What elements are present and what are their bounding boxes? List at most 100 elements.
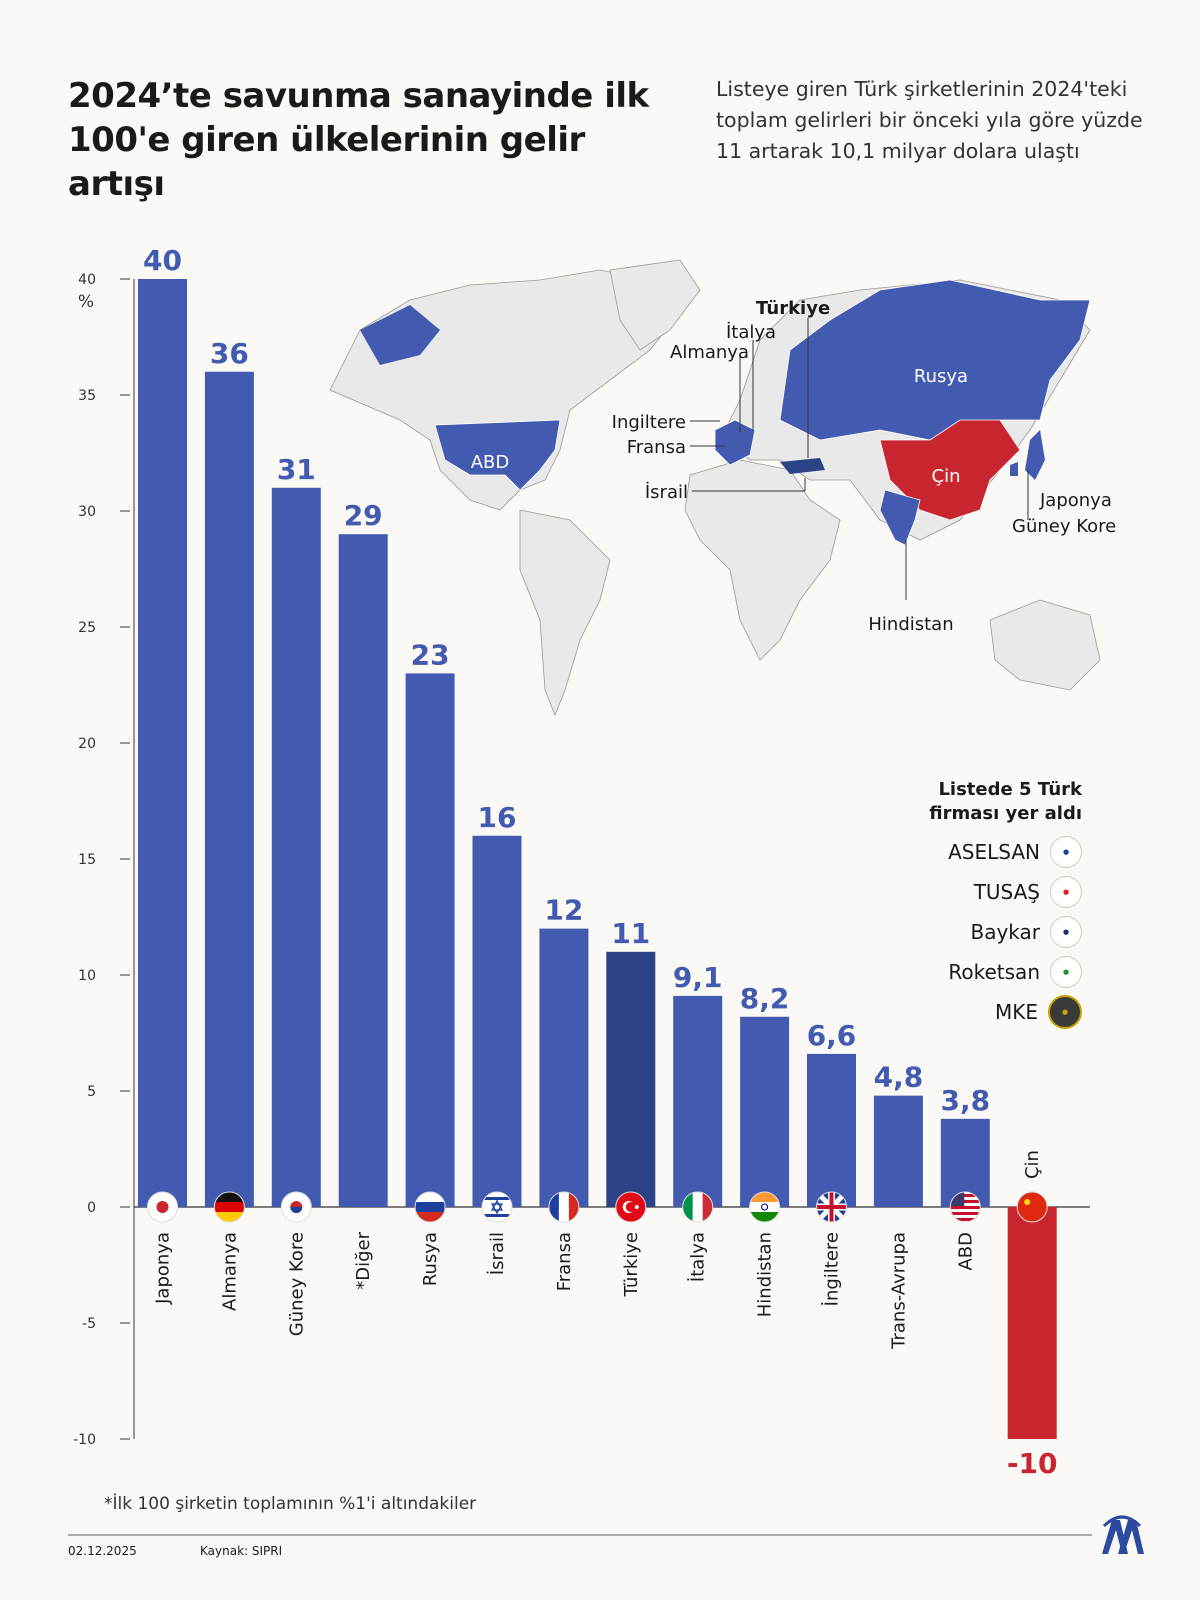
firm-name: Roketsan bbox=[948, 960, 1040, 984]
bar-3 bbox=[271, 487, 321, 1207]
france-flag-icon bbox=[548, 1192, 579, 1222]
italy-flag-icon bbox=[682, 1192, 713, 1222]
data-label: -10 bbox=[1007, 1447, 1058, 1480]
map-south-korea bbox=[1010, 462, 1018, 476]
x-tick-label: Trans-Avrupa bbox=[888, 1232, 909, 1350]
map-australia bbox=[989, 599, 1101, 691]
tusas-logo-icon: ● bbox=[1050, 876, 1082, 908]
map-europe bbox=[714, 419, 756, 466]
bar-7 bbox=[539, 928, 589, 1207]
turkey-flag-icon bbox=[615, 1192, 646, 1222]
bar-11 bbox=[807, 1053, 856, 1207]
bar-5 bbox=[405, 673, 455, 1207]
bar-2 bbox=[204, 371, 254, 1207]
flag-border bbox=[682, 1191, 714, 1223]
flag-border bbox=[280, 1191, 312, 1223]
roketsan-logo-icon: ● bbox=[1050, 956, 1082, 988]
firm-item: TUSAŞ ● bbox=[929, 872, 1082, 912]
flag-border bbox=[615, 1191, 647, 1223]
map-label-italya: İtalya bbox=[726, 322, 776, 343]
usa-flag-icon bbox=[950, 1192, 981, 1222]
map-label-rusya: Rusya bbox=[914, 366, 968, 387]
flag-border bbox=[816, 1191, 847, 1223]
israel-flag-icon bbox=[482, 1192, 512, 1222]
bar-1 bbox=[138, 279, 187, 1207]
firms-title: Listede 5 Türk firması yer aldı bbox=[929, 778, 1082, 826]
footnote: *İlk 100 şirketin toplamının %1'i altınd… bbox=[104, 1494, 477, 1514]
map-label-abd: ABD bbox=[471, 452, 510, 473]
bar-chart: 40 35 30 25 20 15 10 5 0 -5 -10% 40 Japonya 36 Almanya… bbox=[73, 244, 1090, 1480]
source: Kaynak: SIPRI bbox=[200, 1544, 283, 1558]
data-label: 36 bbox=[210, 337, 249, 370]
bar-8 bbox=[606, 951, 656, 1207]
x-tick-label: Fransa bbox=[554, 1232, 575, 1291]
firm-name: TUSAŞ bbox=[973, 880, 1040, 904]
map-label-guney-kore: Güney Kore bbox=[1012, 516, 1116, 537]
world-map: Türkiye İtalya Almanya Rusya ABD Ingilte… bbox=[329, 259, 1116, 717]
map-africa bbox=[684, 459, 841, 661]
x-tick-label: *Diğer bbox=[353, 1231, 374, 1289]
map-russia bbox=[779, 279, 1091, 441]
y-tick-label: -10 bbox=[73, 1432, 96, 1448]
y-tick-label: 0 bbox=[87, 1200, 96, 1216]
map-label-israil: İsrail bbox=[645, 482, 688, 503]
firms-title-line1: Listede 5 Türk bbox=[938, 779, 1082, 800]
map-india bbox=[879, 489, 921, 546]
x-tick-label: İsrail bbox=[487, 1232, 508, 1275]
data-label: 6,6 bbox=[807, 1019, 857, 1052]
china-flag-icon bbox=[1017, 1192, 1048, 1222]
map-south-america bbox=[519, 509, 611, 717]
firms-title-line2: firması yer aldı bbox=[929, 803, 1082, 824]
bar-6 bbox=[472, 835, 522, 1207]
y-tick-label: 30 bbox=[78, 504, 96, 520]
y-tick-label: 25 bbox=[78, 620, 96, 636]
data-label: 29 bbox=[344, 499, 383, 532]
japan-flag-icon bbox=[147, 1192, 178, 1222]
data-label: 3,8 bbox=[940, 1084, 990, 1117]
map-alaska bbox=[360, 305, 440, 365]
y-tick-label: 15 bbox=[78, 852, 96, 868]
map-usa bbox=[434, 419, 561, 491]
flag-border bbox=[414, 1191, 446, 1223]
bar-10 bbox=[740, 1016, 790, 1207]
map-label-hindistan: Hindistan bbox=[868, 614, 953, 635]
bar-4 bbox=[338, 534, 388, 1207]
y-tick-label: 40 bbox=[78, 272, 96, 288]
x-tick-label: Japonya bbox=[153, 1232, 174, 1305]
x-tick-label: Hindistan bbox=[755, 1232, 776, 1317]
footer-divider bbox=[68, 1534, 1092, 1536]
russia-flag-icon bbox=[415, 1192, 446, 1222]
data-label: 11 bbox=[611, 917, 650, 950]
bar-12 bbox=[873, 1095, 923, 1207]
page-title: 2024’te savunma sanayinde ilk 100'e gire… bbox=[68, 76, 649, 204]
data-label: 12 bbox=[544, 894, 583, 927]
map-label-ingiltere: Ingiltere bbox=[612, 412, 686, 433]
firm-item: Baykar ● bbox=[929, 912, 1082, 952]
flag-border bbox=[213, 1191, 245, 1223]
map-label-almanya: Almanya bbox=[670, 342, 749, 363]
flag-border bbox=[481, 1191, 513, 1223]
y-axis-unit: % bbox=[78, 292, 94, 312]
x-tick-label: ABD bbox=[955, 1232, 976, 1271]
flag-border bbox=[1016, 1191, 1048, 1223]
firm-item: MKE ● bbox=[929, 992, 1082, 1032]
y-tick-label: 35 bbox=[78, 388, 96, 404]
firm-item: ASELSAN ● bbox=[929, 832, 1082, 872]
date: 02.12.2025 bbox=[68, 1544, 137, 1558]
aa-logo-icon bbox=[1102, 1515, 1144, 1554]
data-label: 16 bbox=[478, 801, 517, 834]
map-japan bbox=[1025, 430, 1045, 480]
x-tick-label: İtalya bbox=[688, 1232, 709, 1282]
data-label: 8,2 bbox=[740, 982, 790, 1015]
data-label: 4,8 bbox=[874, 1061, 924, 1094]
data-label: 31 bbox=[277, 453, 316, 486]
map-turkey bbox=[780, 458, 825, 474]
x-tick-label: Rusya bbox=[420, 1232, 441, 1286]
india-flag-icon bbox=[749, 1192, 780, 1222]
x-tick-label: İngiltere bbox=[822, 1232, 843, 1306]
map-greenland bbox=[609, 259, 701, 351]
aselsan-logo-icon: ● bbox=[1050, 836, 1082, 868]
map-label-japonya: Japonya bbox=[1039, 490, 1112, 511]
y-tick-label: 20 bbox=[78, 736, 96, 752]
